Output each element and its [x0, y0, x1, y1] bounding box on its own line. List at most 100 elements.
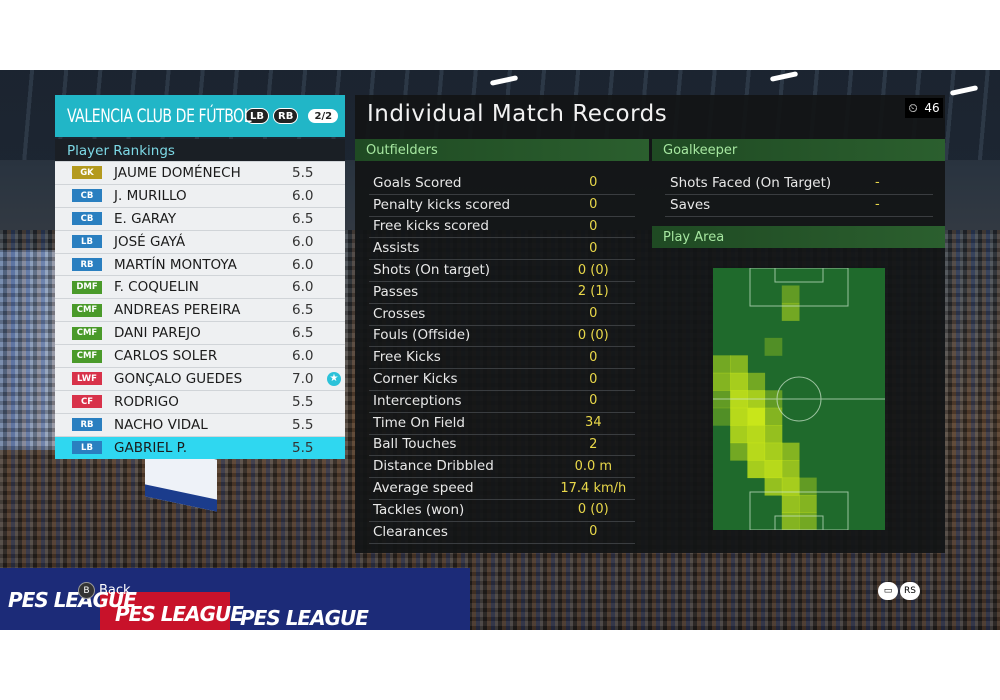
stat-label: Corner Kicks — [373, 371, 458, 388]
stat-value: 0 — [589, 524, 598, 540]
player-row[interactable]: DMF F. COQUELIN 6.0 — [55, 275, 345, 299]
heatmap-cell — [730, 407, 748, 426]
stat-value: 2 — [589, 436, 598, 452]
heatmap-cell — [799, 477, 817, 496]
gk-stat-row: Saves - — [665, 194, 933, 217]
stat-row: Ball Touches 2 — [369, 434, 635, 457]
stat-value: 2 (1) — [577, 284, 609, 300]
heatmap-cell — [730, 425, 748, 444]
heatmap-cell — [747, 460, 766, 479]
stat-label: Fouls (Offside) — [373, 327, 471, 344]
position-badge: CB — [72, 189, 102, 203]
player-rating: 5.5 — [292, 393, 314, 410]
position-badge: GK — [72, 166, 102, 180]
player-name: RODRIGO — [114, 393, 179, 410]
heatmap-cell — [764, 425, 783, 444]
stat-value: 0 — [589, 240, 598, 256]
stat-row: Average speed 17.4 km/h — [369, 477, 635, 500]
advertising-boards: PES LEAGUE PES LEAGUE PES LEAGUE — [0, 568, 470, 630]
player-row[interactable]: GK JAUME DOMÉNECH 5.5 — [55, 161, 345, 184]
heatmap-cell — [781, 442, 800, 461]
stat-row: Free kicks scored 0 — [369, 216, 635, 239]
player-rating: 6.0 — [292, 187, 314, 204]
stat-label: Distance Dribbled — [373, 458, 494, 475]
stat-value: 0 (0) — [577, 262, 609, 278]
heatmap-cell — [781, 302, 800, 321]
lb-button[interactable]: LB — [245, 108, 269, 124]
heatmap-cell — [747, 407, 766, 426]
position-badge: DMF — [72, 280, 102, 294]
player-name: ANDREAS PEREIRA — [114, 302, 241, 319]
page-title: Individual Match Records — [367, 101, 668, 127]
player-name: DANI PAREJO — [114, 325, 201, 342]
heatmap-cell — [799, 495, 817, 514]
position-badge: CB — [72, 212, 102, 226]
outfielders-header: Outfielders — [355, 139, 649, 161]
goalkeeper-header: Goalkeeper — [652, 139, 945, 161]
position-badge: LB — [72, 235, 102, 249]
stat-label: Free kicks scored — [373, 218, 489, 235]
player-rating: 5.5 — [292, 416, 314, 433]
player-row[interactable]: CMF DANI PAREJO 6.5 — [55, 321, 345, 345]
stat-row: Tackles (won) 0 (0) — [369, 499, 635, 522]
speech-bubble-icon: ▭ — [883, 586, 893, 596]
player-row[interactable]: CB J. MURILLO 6.0 — [55, 183, 345, 207]
player-row[interactable]: RB NACHO VIDAL 5.5 — [55, 412, 345, 436]
player-row[interactable]: CB E. GARAY 6.5 — [55, 206, 345, 230]
stat-label: Interceptions — [373, 392, 462, 409]
heatmap-cell — [713, 407, 731, 426]
chat-button[interactable]: ▭ — [878, 582, 898, 600]
heatmap-cell — [747, 425, 766, 444]
stat-value: 0 (0) — [577, 327, 609, 343]
gk-stat-label: Shots Faced (On Target) — [670, 174, 832, 191]
team-header: VALENCIA CLUB DE FÚTBOL LB RB 2/2 — [55, 95, 345, 137]
player-row[interactable]: CMF CARLOS SOLER 6.0 — [55, 344, 345, 368]
stat-row: Goals Scored 0 — [369, 172, 635, 195]
play-area-heatmap — [713, 268, 885, 530]
player-row[interactable]: CF RODRIGO 5.5 — [55, 389, 345, 413]
player-rating: 6.0 — [292, 233, 314, 250]
stat-label: Free Kicks — [373, 349, 441, 366]
player-row[interactable]: LB GABRIEL P. 5.5 — [55, 435, 345, 459]
stat-value: 17.4 km/h — [560, 480, 627, 496]
stat-value: 0 — [589, 393, 598, 409]
position-badge: LB — [72, 441, 102, 455]
heatmap-cell — [747, 442, 766, 461]
stat-value: 34 — [585, 415, 602, 431]
stat-row: Fouls (Offside) 0 (0) — [369, 325, 635, 348]
ad-board-text: PES LEAGUE — [115, 602, 244, 626]
stat-row: Clearances 0 — [369, 521, 635, 544]
position-badge: LWF — [72, 372, 102, 386]
player-name: JAUME DOMÉNECH — [114, 164, 241, 181]
gk-stat-value: - — [875, 175, 880, 191]
player-rating: 6.0 — [292, 256, 314, 273]
heatmap-cell — [764, 477, 783, 496]
ad-board-text: PES LEAGUE — [240, 606, 369, 630]
gk-stat-label: Saves — [670, 196, 711, 213]
man-of-match-star-icon: ★ — [327, 371, 341, 386]
gk-stat-value: - — [875, 197, 880, 213]
player-rating: 7.0 — [292, 370, 314, 387]
rs-button[interactable]: RS — [900, 582, 920, 600]
back-control[interactable]: B Back — [78, 582, 131, 599]
stat-row: Distance Dribbled 0.0 m — [369, 455, 635, 479]
stat-label: Passes — [373, 283, 419, 300]
stat-value: 0 — [589, 349, 598, 365]
player-rating: 5.5 — [292, 439, 314, 456]
rb-button[interactable]: RB — [273, 108, 299, 124]
rankings-title: Player Rankings — [55, 139, 345, 161]
player-row[interactable]: CMF ANDREAS PEREIRA 6.5 — [55, 298, 345, 322]
heatmap-cell — [747, 372, 766, 391]
stat-row: Corner Kicks 0 — [369, 368, 635, 391]
stat-row: Interceptions 0 — [369, 390, 635, 413]
position-badge: CMF — [72, 303, 102, 317]
player-name: CARLOS SOLER — [114, 348, 218, 365]
player-row[interactable]: RB MARTÍN MONTOYA 6.0 — [55, 252, 345, 276]
player-row[interactable]: LWF GONÇALO GUEDES 7.0 ★ — [55, 367, 345, 390]
stat-value: 0.0 m — [574, 458, 613, 474]
stat-row: Crosses 0 — [369, 303, 635, 326]
player-rating: 5.5 — [292, 164, 314, 181]
player-row[interactable]: LB JOSÉ GAYÁ 6.0 — [55, 229, 345, 253]
stat-row: Time On Field 34 — [369, 412, 635, 435]
stat-value: 0 — [589, 371, 598, 387]
